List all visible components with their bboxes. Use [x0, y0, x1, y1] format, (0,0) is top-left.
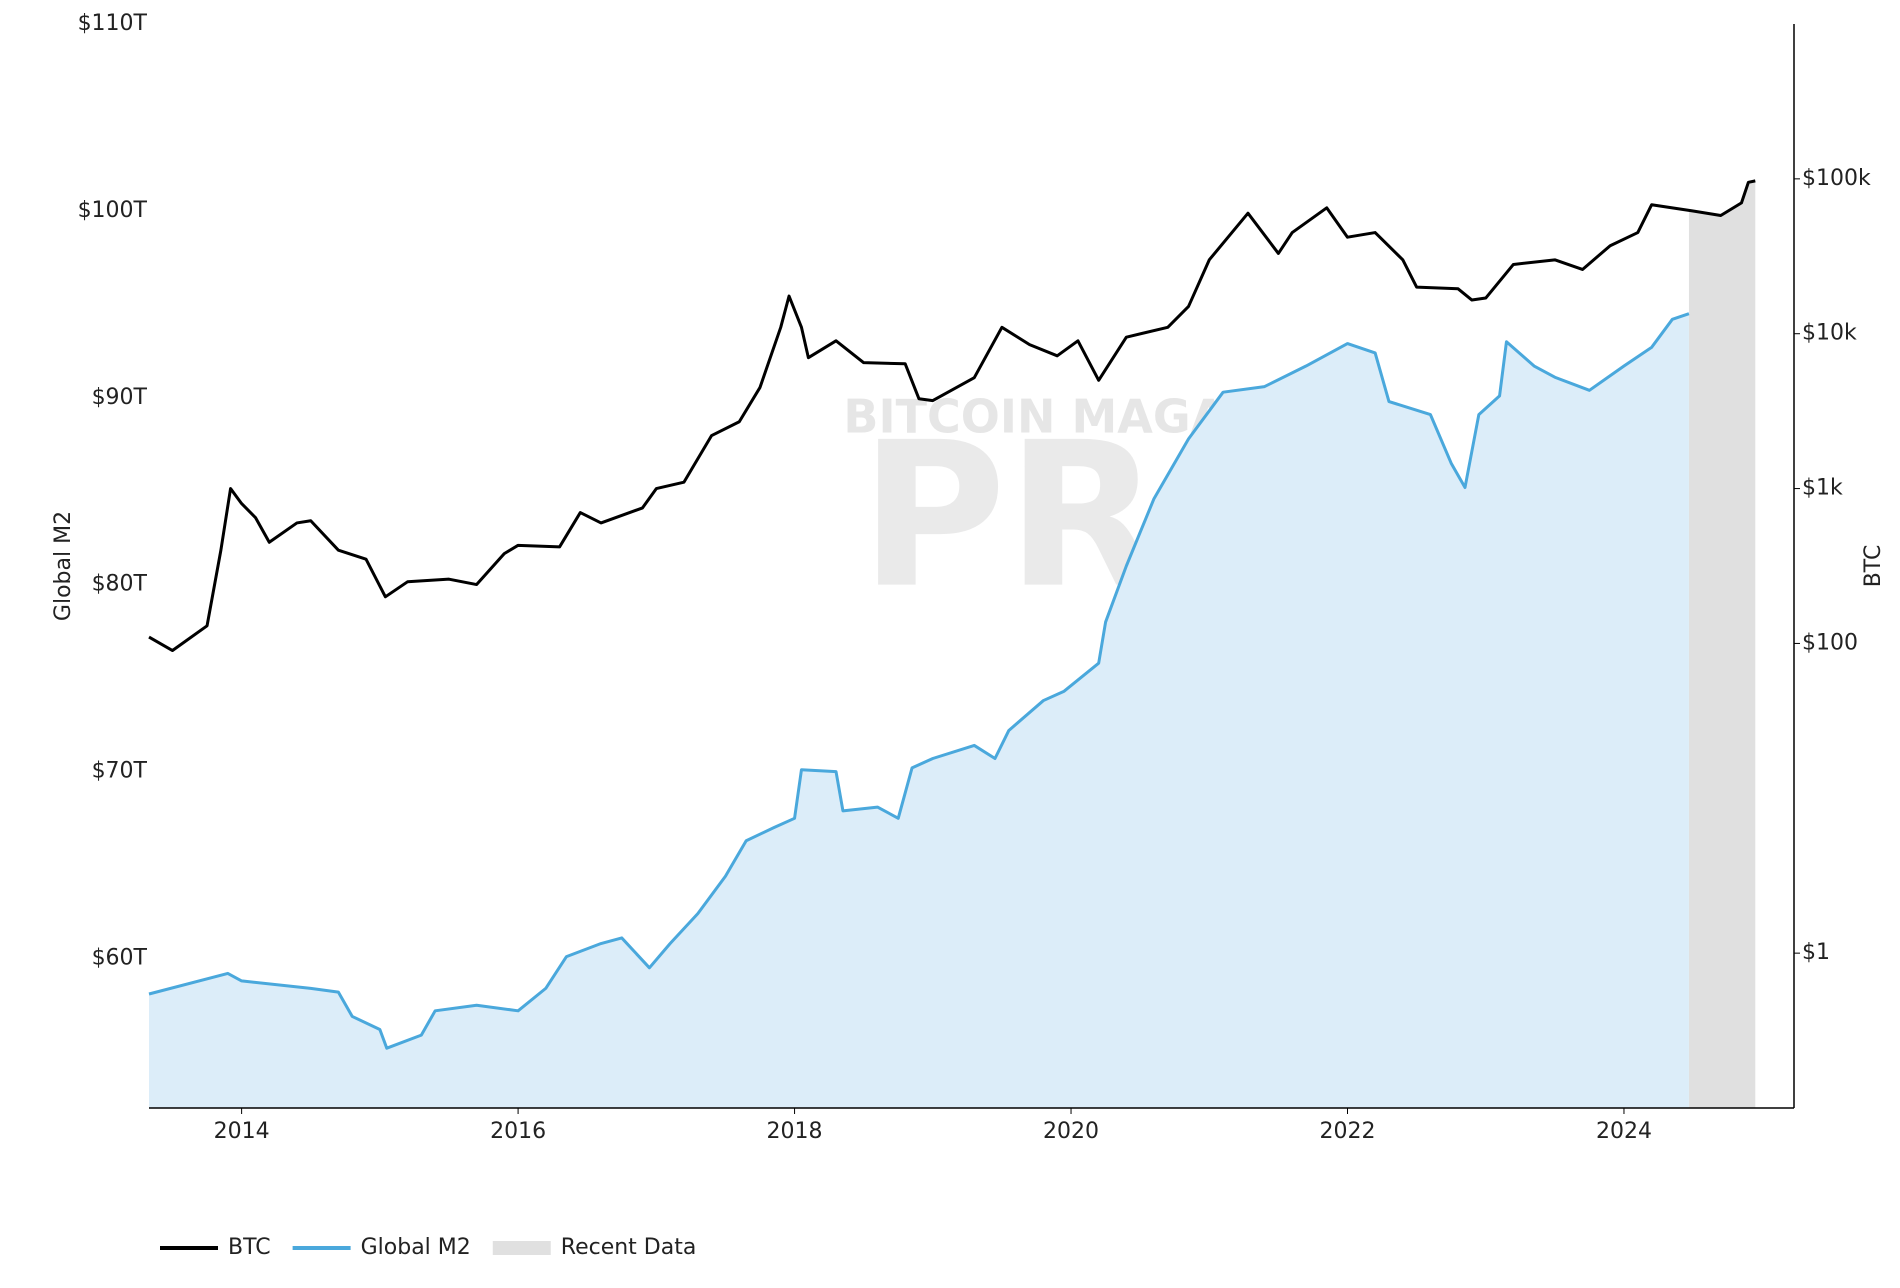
y2-tick-label: $10k [1802, 321, 1857, 346]
y-tick-label: $110T [78, 11, 148, 36]
x-tick-label: 2020 [1043, 1119, 1099, 1144]
x-tick-label: 2016 [490, 1119, 546, 1144]
y-tick-label: $90T [92, 385, 148, 410]
legend-label: Recent Data [561, 1235, 697, 1260]
y2-tick-label: $1 [1802, 940, 1830, 965]
y-tick-label: $100T [78, 198, 148, 223]
y2-axis-title: BTC [1861, 545, 1886, 588]
x-tick-label: 2018 [767, 1119, 823, 1144]
x-tick-label: 2014 [214, 1119, 270, 1144]
y2-tick-label: $1k [1802, 476, 1843, 501]
y2-tick-label: $100 [1802, 630, 1858, 655]
x-tick-label: 2022 [1320, 1119, 1376, 1144]
area [149, 313, 1689, 1108]
legend-label: Global M2 [361, 1235, 471, 1260]
y-tick-label: $70T [92, 759, 148, 784]
x-tick-label: 2024 [1596, 1119, 1652, 1144]
recent-data-region [1688, 180, 1756, 1108]
y2-tick-label: $100k [1802, 166, 1871, 191]
line [148, 312, 1690, 1050]
y-tick-label: $60T [92, 945, 148, 970]
legend-label: BTC [228, 1235, 271, 1260]
y-tick-label: $80T [92, 572, 148, 597]
y-axis-title: Global M2 [51, 511, 76, 621]
line [148, 179, 1756, 653]
